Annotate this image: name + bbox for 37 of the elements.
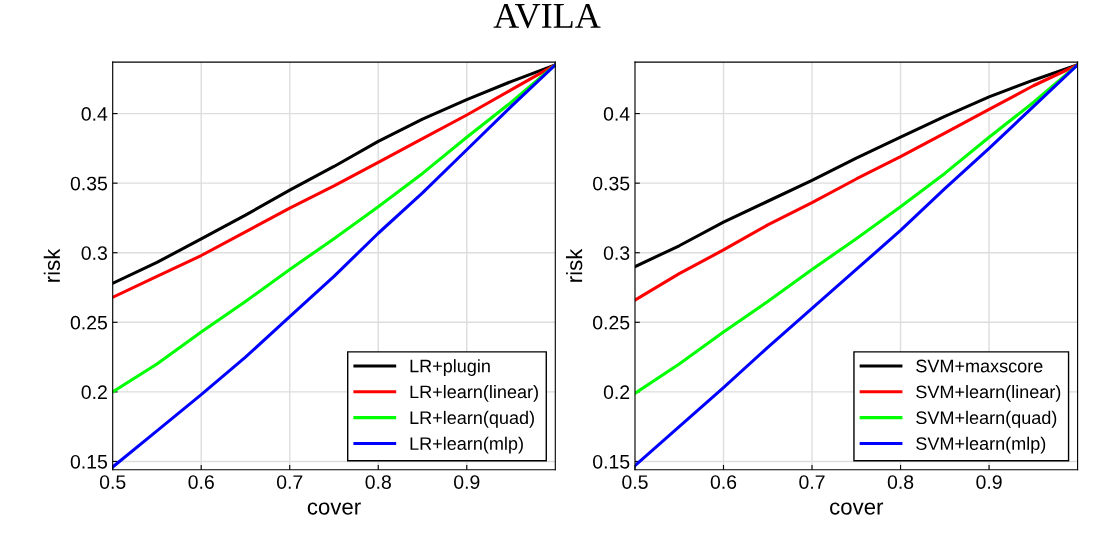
x-tick-label: 0.8: [887, 475, 914, 489]
chart-title: AVILA: [493, 3, 601, 29]
x-tick-label: 0.5: [622, 475, 648, 489]
y-tick-label: 0.15: [593, 454, 630, 469]
x-tick-label: 0.9: [454, 475, 480, 489]
x-tick-label: 0.8: [365, 475, 391, 489]
y-tick-label: 0.35: [593, 176, 630, 191]
legend-label: SVM+learn(quad): [916, 410, 1057, 428]
legend-label: LR+plugin: [410, 359, 490, 376]
x-tick-label: 0.7: [276, 475, 303, 489]
y-tick-label: 0.35: [70, 176, 108, 191]
y-tick-label: 0.15: [70, 454, 108, 469]
y-tick-label: 0.4: [81, 107, 108, 121]
y-tick-label: 0.3: [81, 246, 107, 260]
legend-label: SVM+maxscore: [916, 359, 1043, 373]
y-tick-label: 0.2: [81, 385, 107, 400]
y-tick-label: 0.25: [593, 315, 630, 330]
x-tick-label: 0.6: [188, 475, 214, 489]
legend-label: LR+learn(linear): [410, 385, 538, 402]
y-tick-label: 0.25: [70, 315, 108, 330]
legend-label: LR+learn(mlp): [410, 436, 523, 454]
x-tick-label: 0.7: [799, 475, 825, 489]
y-tick-label: 0.3: [603, 246, 630, 260]
x-tick-label: 0.5: [99, 475, 126, 489]
y-tick-label: 0.4: [603, 107, 630, 121]
y-axis-title: risk: [566, 248, 583, 282]
legend-label: SVM+learn(mlp): [916, 436, 1046, 454]
line-series: [634, 63, 1078, 468]
y-axis-title: risk: [43, 248, 61, 282]
x-axis-title: cover: [830, 502, 884, 515]
y-tick-label: 0.2: [603, 385, 630, 400]
x-tick-label: 0.9: [976, 475, 1002, 489]
x-tick-label: 0.6: [710, 475, 737, 489]
line-series: [112, 63, 556, 469]
x-axis-title: cover: [307, 502, 361, 515]
legend-label: LR+learn(quad): [410, 410, 534, 428]
legend-label: SVM+learn(linear): [916, 385, 1061, 402]
